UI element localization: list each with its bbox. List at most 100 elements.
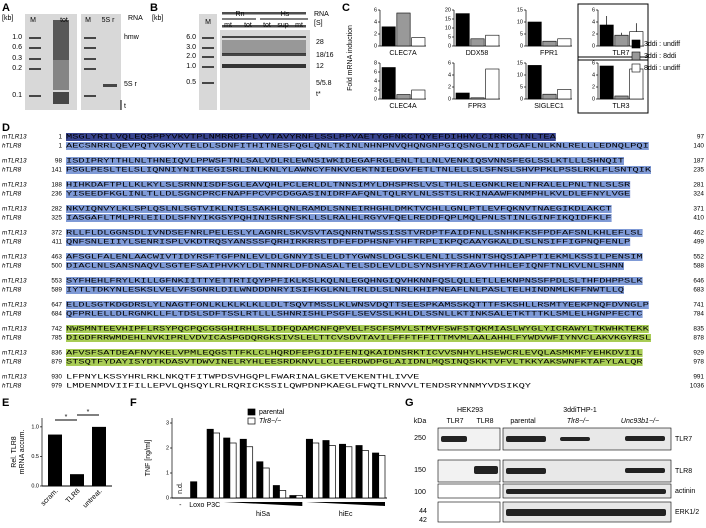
bar	[372, 452, 380, 499]
gel-band	[29, 58, 41, 60]
label: mt	[295, 22, 303, 29]
gel-band	[53, 60, 69, 90]
bar	[355, 445, 363, 499]
gel-band	[84, 37, 96, 39]
sequence-name: mTLR13	[2, 254, 27, 261]
position: 742	[51, 326, 62, 333]
label: 12	[316, 63, 324, 70]
bar	[614, 95, 629, 100]
sequence-name: hTLR8	[2, 215, 22, 222]
label: [S]	[314, 20, 323, 27]
frame	[577, 56, 649, 114]
label: 6	[448, 60, 451, 66]
position: 325	[51, 215, 62, 222]
label: 6.0	[186, 34, 196, 41]
label: n.d.	[177, 482, 184, 494]
bar	[279, 490, 287, 499]
sequence: STSQTFYDAYISYDTKDASVTDWVINELRYHLEESRDKNV…	[66, 359, 643, 366]
position: 1	[58, 143, 62, 150]
label: untreat.	[82, 488, 104, 510]
gel-band	[84, 68, 96, 70]
label: parental	[510, 418, 536, 425]
label: TNF [ng/ml]	[145, 440, 152, 477]
sequence-name: mTLR13	[2, 206, 27, 213]
label: Rn	[236, 11, 245, 18]
bar	[411, 89, 426, 100]
band	[506, 489, 666, 494]
position: 235	[693, 167, 704, 174]
blot	[437, 483, 501, 499]
bar	[455, 92, 470, 100]
sequence: YISEEDFKGLINLTLLDLSGNCPRCFNAPFPCVPCDGGAS…	[66, 191, 630, 198]
bar	[339, 443, 347, 499]
gel-band	[222, 36, 306, 38]
sequence: NWSMNTEEVHIPFLRSYPQCPQCGSGHIRHLSLIDFQDAM…	[66, 326, 649, 333]
bar	[70, 474, 84, 486]
bar	[212, 432, 220, 499]
position: 98	[55, 158, 63, 165]
position: 282	[51, 206, 62, 213]
gel-band	[29, 95, 41, 97]
bar	[361, 450, 369, 499]
sequence: QFPRLELLDLRGNKLLFLTDSLSDFTSSLRTLLLSHNRIS…	[66, 311, 643, 318]
label: 2	[592, 84, 595, 90]
label: 2	[166, 445, 169, 451]
label: TLR8	[675, 468, 692, 475]
chart-title: FPR1	[540, 50, 558, 57]
label: 1.0	[12, 34, 22, 41]
label: kDa	[414, 418, 427, 425]
label: 42	[419, 517, 427, 524]
label: M	[30, 17, 36, 24]
position: 741	[693, 302, 704, 309]
sequence-name: hTLR8	[2, 335, 22, 342]
bar	[381, 26, 396, 47]
gel	[81, 14, 121, 110]
label: scram.	[40, 488, 60, 508]
label: 150	[414, 467, 426, 474]
gel-band	[29, 37, 41, 39]
label: 5/5.8	[316, 80, 332, 87]
position: 684	[51, 311, 62, 318]
highlight	[66, 349, 643, 357]
sequence: LFPNYLKSSYHRLRKLNKQTFITWPDSVHGQPLFWARINA…	[66, 374, 420, 381]
highlight	[66, 253, 643, 261]
bar	[527, 65, 542, 100]
sequence-name: hTLR8	[2, 191, 22, 198]
gel	[220, 30, 310, 110]
bar	[599, 65, 614, 100]
label: M	[85, 17, 91, 24]
label: 3ddiTHP-1	[563, 407, 597, 414]
sequence: RLLFLDLGGNSDLIVNDSEFNRLPELESLYLAGNRLSKVS…	[66, 230, 643, 237]
label: hiEc	[339, 511, 353, 518]
highlight	[66, 301, 649, 309]
position: 324	[693, 191, 704, 198]
chart-title: TLR3	[612, 103, 629, 110]
label: 6	[592, 60, 595, 66]
sequence: DIACLNLSANSNAQVLSGTEFSAIPHVKYLDLTNNRLDFD…	[66, 263, 624, 270]
sequence: SYFHEHLFRYLKILLGFNKIITTYETTRTIQYPPFIKLKS…	[66, 278, 643, 285]
chart-title: TLR7	[612, 50, 629, 57]
position: 371	[693, 206, 704, 213]
bar	[256, 461, 264, 499]
label: 15	[445, 16, 451, 22]
highlight	[66, 238, 631, 246]
band	[625, 468, 665, 473]
sequence: AFVSFSATDEAFNVYKELVPMLEQGSTTFKLCLHQRDFEP…	[66, 350, 643, 357]
label: ERK1/2	[675, 509, 699, 516]
position: 236	[51, 191, 62, 198]
bar	[345, 446, 353, 499]
sequence: AECSNRRLQEVPQTVGKYVTELDLSDNFITHITNESFQGL…	[66, 143, 649, 150]
gel-band	[202, 47, 214, 49]
bar	[92, 426, 106, 486]
position: 500	[51, 263, 62, 270]
label: t	[124, 103, 126, 110]
frame	[577, 3, 649, 61]
label: 6	[374, 7, 377, 13]
sequence-name: hTLR8	[2, 359, 22, 366]
blot	[437, 459, 501, 483]
bar	[396, 94, 411, 100]
label: 10	[445, 25, 451, 31]
bar	[557, 38, 572, 47]
sequence-name: mTLR13	[2, 326, 27, 333]
